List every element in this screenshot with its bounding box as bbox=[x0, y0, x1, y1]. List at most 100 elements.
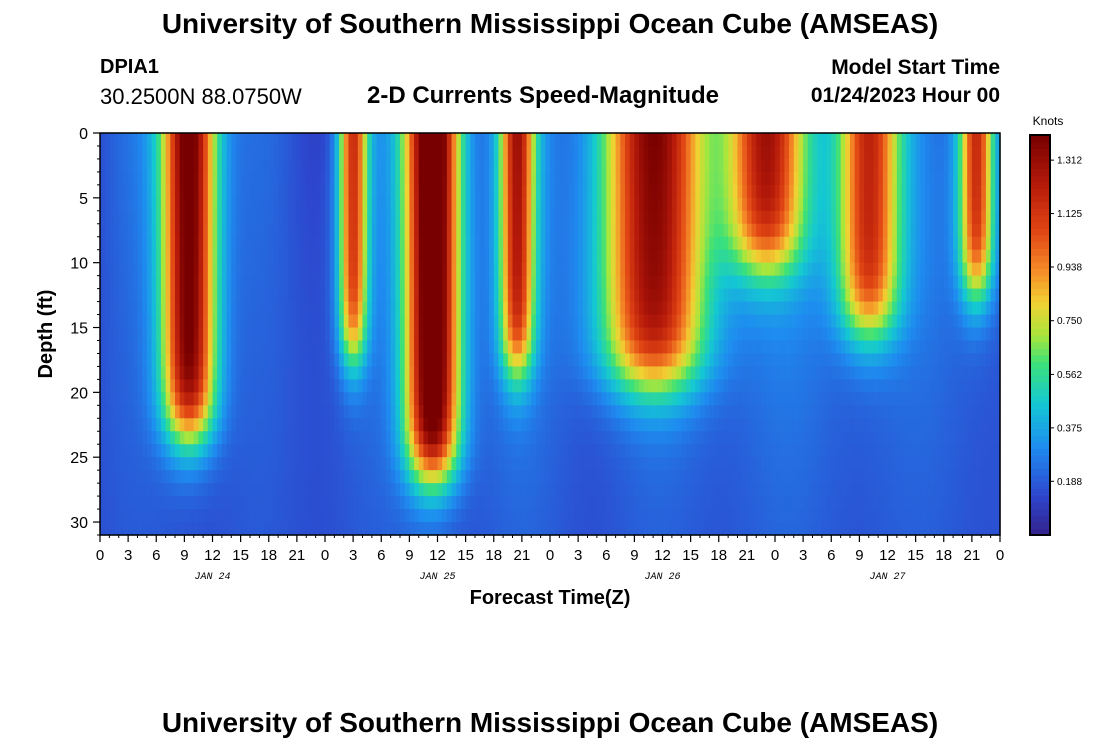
heatmap-cell bbox=[831, 197, 837, 212]
heatmap-cell bbox=[657, 418, 664, 432]
heatmap-cell bbox=[601, 405, 607, 419]
heatmap-cell bbox=[479, 327, 485, 342]
heatmap-cell bbox=[507, 405, 514, 419]
heatmap-cell bbox=[859, 405, 865, 419]
heatmap-cell bbox=[854, 171, 860, 186]
heatmap-cell bbox=[817, 133, 823, 147]
heatmap-cell bbox=[240, 340, 246, 355]
heatmap-cell bbox=[718, 145, 725, 160]
heatmap-cell bbox=[545, 392, 551, 406]
heatmap-cell bbox=[582, 366, 589, 380]
heatmap-cell bbox=[320, 197, 326, 212]
heatmap-cell bbox=[226, 184, 232, 199]
heatmap-cell bbox=[156, 236, 162, 251]
heatmap-cell bbox=[507, 314, 514, 329]
heatmap-cell bbox=[845, 353, 851, 368]
heatmap-cell bbox=[798, 392, 804, 406]
heatmap-cell bbox=[653, 171, 659, 186]
heatmap-cell bbox=[854, 379, 860, 393]
heatmap-cell bbox=[910, 405, 917, 419]
heatmap-cell bbox=[207, 418, 214, 432]
heatmap-cell bbox=[535, 340, 542, 355]
heatmap-cell bbox=[428, 197, 434, 212]
heatmap-cell bbox=[714, 431, 720, 445]
heatmap-cell bbox=[610, 353, 617, 368]
heatmap-cell bbox=[798, 275, 804, 290]
heatmap-cell bbox=[132, 327, 139, 342]
heatmap-cell bbox=[751, 392, 757, 406]
heatmap-cell bbox=[118, 444, 125, 458]
heatmap-cell bbox=[967, 236, 973, 251]
heatmap-cell bbox=[376, 133, 382, 147]
heatmap-cell bbox=[540, 392, 546, 406]
heatmap-cell bbox=[775, 392, 781, 406]
heatmap-cell bbox=[920, 275, 926, 290]
heatmap-cell bbox=[451, 431, 457, 445]
heatmap-cell bbox=[203, 288, 209, 303]
heatmap-cell bbox=[212, 431, 218, 445]
heatmap-cell bbox=[489, 418, 495, 432]
heatmap-cell bbox=[475, 223, 481, 238]
heatmap-cell bbox=[943, 327, 950, 342]
heatmap-cell bbox=[203, 184, 209, 199]
heatmap-cell bbox=[240, 249, 246, 264]
heatmap-cell bbox=[128, 405, 134, 419]
heatmap-cell bbox=[357, 262, 364, 277]
heatmap-cell bbox=[498, 171, 504, 186]
heatmap-cell bbox=[971, 275, 978, 290]
heatmap-cell bbox=[639, 184, 645, 199]
heatmap-cell bbox=[568, 301, 575, 316]
heatmap-cell bbox=[296, 197, 303, 212]
heatmap-cell bbox=[812, 158, 818, 173]
heatmap-cell bbox=[254, 262, 260, 277]
heatmap-cell bbox=[235, 184, 242, 199]
heatmap-cell bbox=[245, 314, 251, 329]
heatmap-cell bbox=[971, 405, 978, 419]
heatmap-cell bbox=[775, 366, 781, 380]
heatmap-cell bbox=[442, 314, 448, 329]
heatmap-cell bbox=[728, 275, 734, 290]
heatmap-cell bbox=[151, 392, 157, 406]
heatmap-cell bbox=[282, 158, 289, 173]
heatmap-cell bbox=[784, 379, 790, 393]
heatmap-cell bbox=[217, 262, 223, 277]
heatmap-cell bbox=[353, 340, 359, 355]
heatmap-cell bbox=[967, 145, 973, 160]
heatmap-cell bbox=[775, 405, 781, 419]
heatmap-cell bbox=[245, 171, 251, 186]
heatmap-cell bbox=[653, 366, 659, 380]
heatmap-cell bbox=[395, 379, 401, 393]
heatmap-cell bbox=[479, 133, 485, 147]
heatmap-cell bbox=[934, 158, 940, 173]
heatmap-cell bbox=[746, 262, 753, 277]
heatmap-cell bbox=[226, 133, 232, 147]
heatmap-cell bbox=[934, 262, 940, 277]
heatmap-cell bbox=[489, 457, 495, 471]
heatmap-cell bbox=[114, 223, 120, 238]
heatmap-cell bbox=[343, 366, 350, 380]
heatmap-cell bbox=[165, 249, 171, 264]
heatmap-cell bbox=[995, 379, 1001, 393]
heatmap-cell bbox=[840, 340, 846, 355]
heatmap-cell bbox=[760, 444, 767, 458]
heatmap-cell bbox=[503, 457, 509, 471]
heatmap-cell bbox=[217, 197, 223, 212]
heatmap-cell bbox=[390, 314, 396, 329]
heatmap-cell bbox=[817, 301, 823, 316]
heatmap-cell bbox=[540, 236, 546, 251]
heatmap-cell bbox=[845, 171, 851, 186]
heatmap-cell bbox=[545, 431, 551, 445]
heatmap-cell bbox=[465, 327, 471, 342]
heatmap-cell bbox=[943, 158, 950, 173]
heatmap-cell bbox=[132, 431, 139, 445]
heatmap-cell bbox=[681, 210, 687, 225]
heatmap-cell bbox=[414, 236, 420, 251]
heatmap-cell bbox=[128, 275, 134, 290]
heatmap-cell bbox=[892, 314, 898, 329]
heatmap-cell bbox=[620, 444, 626, 458]
heatmap-cell bbox=[423, 379, 429, 393]
heatmap-cell bbox=[460, 197, 467, 212]
heatmap-cell bbox=[179, 288, 185, 303]
heatmap-cell bbox=[554, 236, 560, 251]
heatmap-cell bbox=[859, 431, 865, 445]
